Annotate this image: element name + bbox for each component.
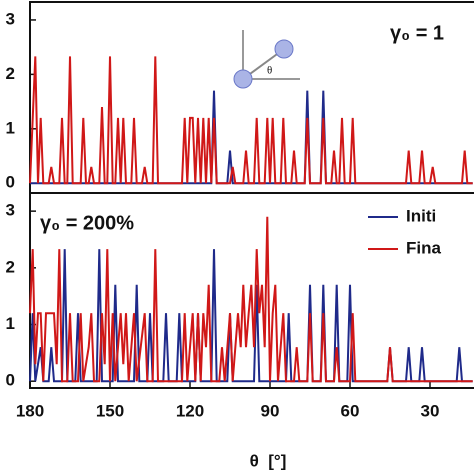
annotation: γ₀ = 1 — [390, 22, 444, 44]
legend-label: Initi — [406, 206, 436, 225]
data-line — [29, 56, 473, 185]
annotation: γ₀ = 200% — [40, 212, 134, 234]
inset-diagram — [233, 30, 300, 89]
y-tick-label: 2 — [6, 257, 15, 276]
y-tick-label: 1 — [6, 314, 15, 333]
y-tick-label: 2 — [6, 64, 15, 83]
x-tick-label: 120 — [176, 401, 204, 420]
data-line — [29, 216, 473, 383]
legend-label: Fina — [406, 238, 441, 257]
x-axis-label: θ [°] — [250, 451, 287, 470]
x-tick-label: 30 — [421, 401, 440, 420]
x-tick-label: 180 — [16, 401, 44, 420]
inset-label: θ — [267, 65, 272, 77]
data-line — [29, 249, 473, 383]
y-tick-label: 3 — [6, 201, 15, 220]
data-line — [30, 90, 473, 185]
y-tick-label: 1 — [6, 118, 15, 137]
y-tick-label: 3 — [6, 9, 15, 28]
y-tick-label: 0 — [6, 173, 15, 192]
x-tick-label: 150 — [96, 401, 124, 420]
y-tick-label: 0 — [6, 371, 15, 390]
x-tick-label: 60 — [341, 401, 360, 420]
x-tick-label: 90 — [261, 401, 280, 420]
